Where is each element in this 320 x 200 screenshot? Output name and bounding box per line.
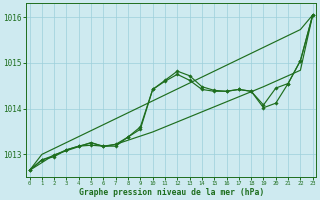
X-axis label: Graphe pression niveau de la mer (hPa): Graphe pression niveau de la mer (hPa): [78, 188, 264, 197]
